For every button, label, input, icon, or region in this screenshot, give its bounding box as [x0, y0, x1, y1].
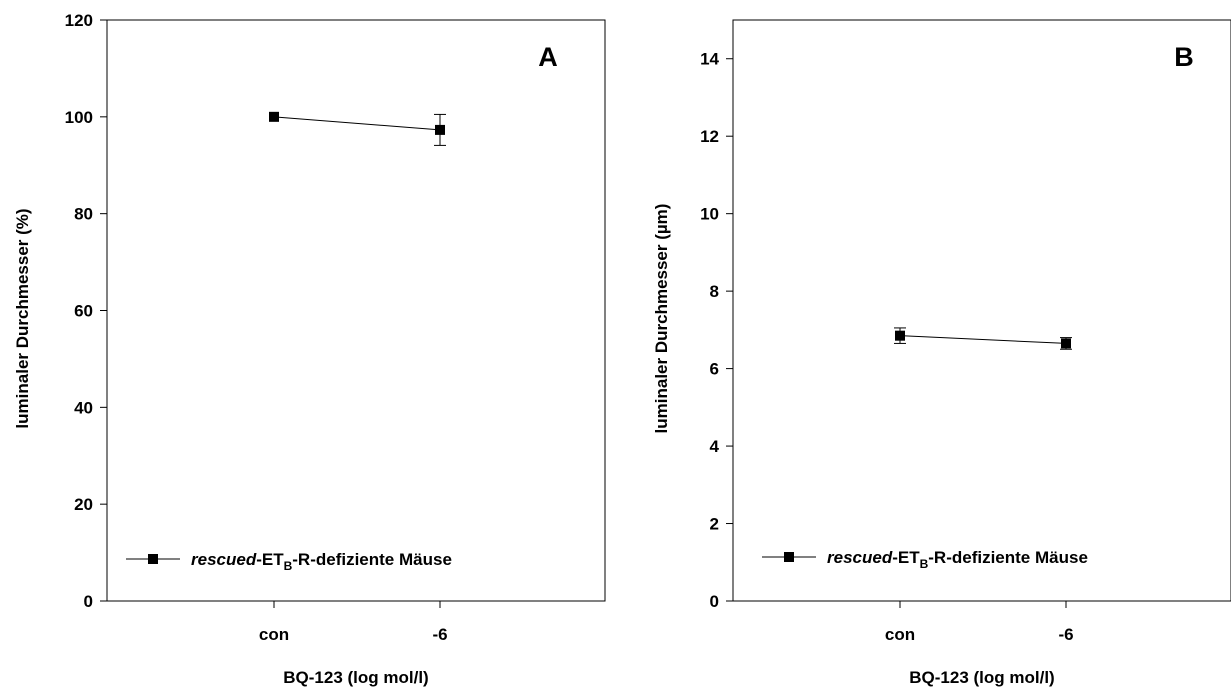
legend-label-part: -R-defiziente Mäuse — [928, 548, 1088, 567]
legend-label: rescued-ETB-R-defiziente Mäuse — [827, 548, 1088, 571]
panel-letter: A — [538, 42, 558, 72]
x-tick-label: -6 — [432, 625, 447, 644]
legend-label-part: -R-defiziente Mäuse — [292, 550, 452, 569]
y-tick-label: 2 — [710, 515, 719, 534]
y-tick-label: 100 — [65, 108, 93, 127]
legend-label: rescued-ETB-R-defiziente Mäuse — [191, 550, 452, 573]
chart-panel-a: 0 20 40 60 80 100 120 con -6 BQ-123 (log mol/l) lu… — [13, 11, 606, 687]
data-point — [435, 124, 445, 135]
y-tick-label: 0 — [84, 592, 93, 611]
legend-marker — [148, 554, 158, 564]
legend-label-part: B — [920, 557, 929, 571]
y-tick-label: 10 — [700, 205, 719, 224]
x-tick-label: -6 — [1058, 625, 1073, 644]
x-axis-title: BQ-123 (log mol/l) — [909, 668, 1054, 687]
legend-marker — [784, 552, 794, 562]
y-tick-label: 40 — [74, 398, 93, 417]
data-point — [1061, 338, 1071, 349]
y-tick-label: 8 — [710, 282, 719, 301]
series-line — [899, 335, 1067, 344]
y-axis-title: luminaler Durchmesser (µm) — [652, 204, 671, 434]
y-tick-label: 80 — [74, 205, 93, 224]
panel-letter: B — [1174, 42, 1194, 72]
y-tick-label: 6 — [710, 360, 719, 379]
legend-label-part: rescued — [827, 548, 893, 567]
y-tick-label: 60 — [74, 302, 93, 321]
data-point — [895, 330, 905, 341]
legend: rescued-ETB-R-defiziente Mäuse — [762, 548, 1088, 571]
y-tick-label: 20 — [74, 495, 93, 514]
legend-label-part: rescued — [191, 550, 257, 569]
y-axis-title: luminaler Durchmesser (%) — [13, 208, 32, 428]
legend-label-part: -ET — [256, 550, 284, 569]
plot-frame — [106, 19, 606, 602]
y-tick-label: 0 — [710, 592, 719, 611]
chart-panel-b: 0 2 4 6 8 10 12 14 con -6 BQ-123 (log mol/l) lumina… — [652, 19, 1231, 687]
x-tick-label: con — [259, 625, 289, 644]
y-tick-label: 4 — [710, 437, 720, 456]
legend-label-part: -ET — [892, 548, 920, 567]
legend: rescued-ETB-R-defiziente Mäuse — [126, 550, 452, 573]
data-point — [269, 111, 279, 122]
x-tick-label: con — [885, 625, 915, 644]
y-tick-label: 120 — [65, 11, 93, 30]
y-tick-label: 12 — [700, 127, 719, 146]
legend-label-part: B — [284, 559, 293, 573]
series-line — [273, 116, 441, 131]
plot-frame — [732, 19, 1231, 602]
x-axis-title: BQ-123 (log mol/l) — [283, 668, 428, 687]
y-tick-label: 14 — [700, 50, 719, 69]
